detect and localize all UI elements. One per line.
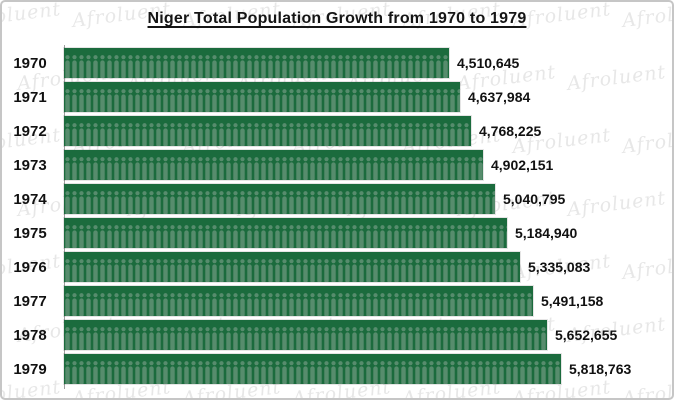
population-bar [64, 116, 471, 146]
person-icon-fill [64, 320, 547, 350]
bar-row: 1976 5,335,083 [2, 250, 672, 284]
person-icon-fill [64, 116, 471, 146]
year-label: 1975 [13, 224, 47, 242]
value-label: 4,637,984 [468, 89, 531, 105]
value-label: 5,335,083 [528, 259, 591, 275]
population-bar [64, 354, 561, 384]
population-bar [64, 150, 483, 180]
year-label: 1977 [13, 292, 47, 310]
bar-track: 5,652,655 [64, 320, 672, 350]
y-axis-line [64, 45, 65, 389]
population-bar [64, 320, 547, 350]
population-bar [64, 218, 507, 248]
population-bar [64, 48, 449, 78]
value-label: 4,902,151 [491, 157, 554, 173]
value-label: 4,510,645 [457, 55, 520, 71]
bar-row: 1977 5,491,158 [2, 284, 672, 318]
bar-row: 1979 5,818,763 [2, 352, 672, 386]
bar-row: 1971 4,637,984 [2, 80, 672, 114]
bar-track: 4,902,151 [64, 150, 672, 180]
population-bar [64, 82, 460, 112]
bar-track: 5,335,083 [64, 252, 672, 282]
bar-track: 4,637,984 [64, 82, 672, 112]
value-label: 5,040,795 [503, 191, 566, 207]
value-label: 5,184,940 [515, 225, 578, 241]
bar-track: 5,491,158 [64, 286, 672, 316]
person-icon-fill [64, 252, 520, 282]
year-label: 1979 [13, 360, 47, 378]
value-label: 4,768,225 [479, 123, 542, 139]
year-label: 1972 [13, 122, 47, 140]
bar-track: 4,510,645 [64, 48, 672, 78]
person-icon-fill [64, 184, 495, 214]
person-icon-fill [64, 82, 460, 112]
bar-row: 1975 5,184,940 [2, 216, 672, 250]
year-label: 1973 [13, 156, 47, 174]
person-icon-fill [64, 48, 449, 78]
value-label: 5,491,158 [541, 293, 604, 309]
bar-row: 1972 4,768,225 [2, 114, 672, 148]
year-label: 1971 [13, 88, 47, 106]
year-label: 1976 [13, 258, 47, 276]
person-icon-fill [64, 286, 533, 316]
bar-chart: 1970 4,510,645 1971 4,637,984 [2, 46, 672, 386]
bar-track: 4,768,225 [64, 116, 672, 146]
year-label: 1970 [13, 54, 47, 72]
person-icon-fill [64, 218, 507, 248]
bar-row: 1970 4,510,645 [2, 46, 672, 80]
population-bar [64, 252, 520, 282]
chart-title: Niger Total Population Growth from 1970 … [147, 10, 527, 27]
value-label: 5,818,763 [569, 361, 632, 377]
value-label: 5,652,655 [555, 327, 618, 343]
population-bar [64, 184, 495, 214]
bar-row: 1973 4,902,151 [2, 148, 672, 182]
person-icon-fill [64, 354, 561, 384]
population-bar [64, 286, 533, 316]
bar-row: 1978 5,652,655 [2, 318, 672, 352]
bar-track: 5,184,940 [64, 218, 672, 248]
bar-track: 5,818,763 [64, 354, 672, 384]
person-icon-fill [64, 150, 483, 180]
year-label: 1974 [13, 190, 47, 208]
bar-track: 5,040,795 [64, 184, 672, 214]
bar-row: 1974 5,040,795 [2, 182, 672, 216]
year-label: 1978 [13, 326, 47, 344]
